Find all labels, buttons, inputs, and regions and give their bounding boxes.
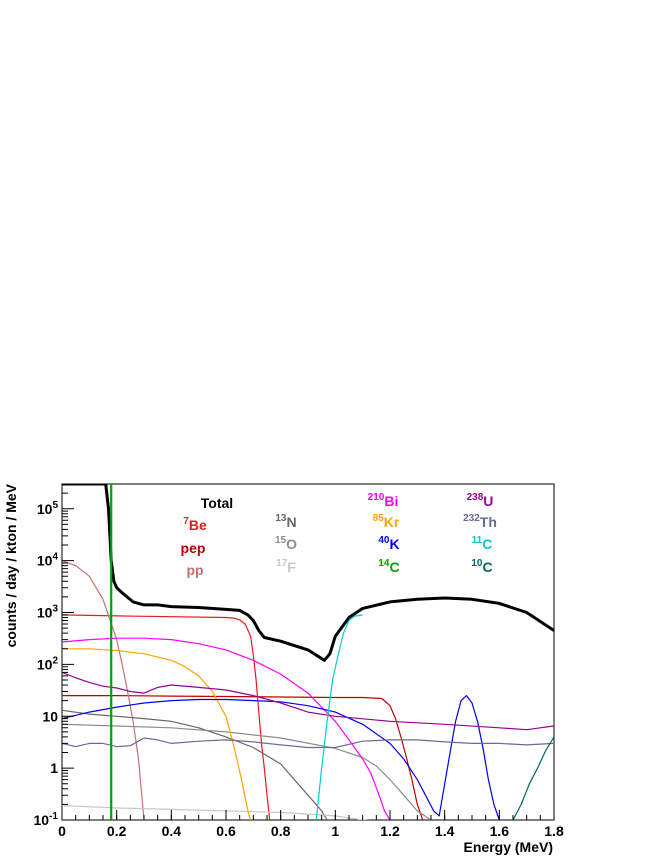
series-line-pp [62,560,145,820]
y-tick-label: 102 [37,655,59,672]
axes-layer: 0 0.2 0.4 0.6 0.8 1 1.2 1.4 1.6 1.8 10-1 1 10 102 103 1… [34,483,564,839]
series-layer [62,484,554,820]
x-tick-label: 0.2 [107,823,127,839]
legend-entry: 7Be [183,516,207,533]
legend-entry: 17F [276,558,296,575]
legend-entry: 14C [378,558,399,575]
legend-entry: 40K [378,535,399,552]
legend-entry: pep [181,540,206,556]
legend-entry: 15O [275,535,297,552]
series-line-O15 [62,723,432,820]
x-tick-label: 1.8 [544,823,564,839]
series-line-F17 [62,804,370,820]
legend-entry: pp [186,562,203,578]
y-tick-label: 105 [37,500,59,517]
y-tick-label: 1 [50,760,58,776]
series-line-U238 [62,671,554,731]
legend-entry: 238U [467,492,494,509]
series-line-Be7 [62,614,271,820]
y-tick-label: 10 [42,708,58,724]
series-line-Kr85 [62,648,252,820]
legend-layer: Total 7Be pep pp 13N 15O 17F 210Bi 85Kr 40K 14C 238… [181,492,497,578]
y-axis-label: counts / day / kton / MeV [3,483,19,647]
legend-entry: 232Th [463,513,497,530]
x-tick-label: 1.4 [435,823,455,839]
x-tick-label: 1.6 [490,823,510,839]
series-line-total [62,484,554,662]
legend-entry: 210Bi [368,492,399,509]
y-tick-label: 103 [37,604,59,621]
x-tick-label: 0.8 [271,823,291,839]
x-tick-label: 1 [331,823,339,839]
x-axis-label: Energy (MeV) [464,839,553,855]
series-line-C11 [315,614,363,820]
y-tick-label: 10-1 [34,811,59,828]
series-line-K40 [62,694,500,820]
x-tick-label: 1.2 [380,823,400,839]
legend-entry: 13N [275,513,296,530]
legend-entry: Total [201,495,233,511]
y-tick-label: 104 [37,552,59,569]
x-tick-label: 0 [58,823,66,839]
x-tick-label: 0.6 [216,823,236,839]
legend-entry: 11C [472,535,493,552]
plot-frame [61,483,555,821]
x-tick-label: 0.4 [162,823,182,839]
legend-entry: 10C [471,558,492,575]
series-line-C10 [512,736,554,820]
series-line-pep [62,694,424,820]
legend-entry: 85Kr [373,513,400,530]
series-line-Bi210 [62,637,391,820]
series-line-N13 [62,709,328,820]
